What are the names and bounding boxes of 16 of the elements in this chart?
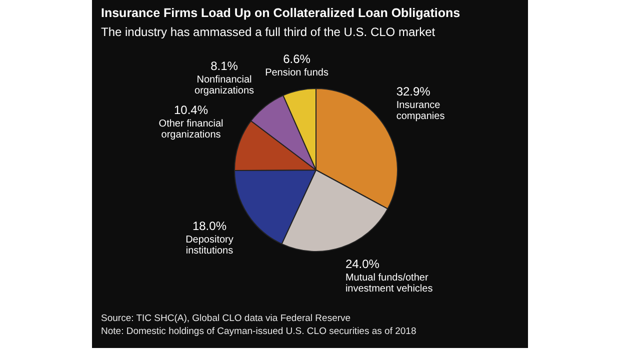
chart-title: Insurance Firms Load Up on Collateralized Loan Obligations bbox=[101, 6, 460, 20]
slice-label: Nonfinancial organizations bbox=[194, 74, 254, 96]
data-label: 18.0% bbox=[192, 218, 227, 233]
source-note: Source: TIC SHC(A), Global CLO data via Federal Reserve bbox=[101, 312, 352, 325]
slice-label: Mutual funds/other investment vehicles bbox=[345, 272, 433, 294]
slice-label: Insurance companies bbox=[396, 100, 445, 122]
text: Note: Domestic holdings of Cayman-issued U.S. CLO securities as of 2018 bbox=[101, 325, 416, 338]
slice-label: Pension funds bbox=[265, 67, 328, 78]
data-label: 10.4% bbox=[174, 102, 208, 117]
data-label: 6.6% bbox=[283, 52, 311, 66]
chart-subtitle: The industry has ammassed a full third of the U.S. CLO market bbox=[101, 25, 436, 39]
slice-label: Depository institutions bbox=[186, 234, 234, 256]
slice-label: Other financial organizations bbox=[158, 118, 224, 140]
data-label: 24.0% bbox=[345, 257, 380, 272]
data-label: 32.9% bbox=[396, 84, 431, 98]
data-label: 8.1% bbox=[210, 58, 238, 73]
